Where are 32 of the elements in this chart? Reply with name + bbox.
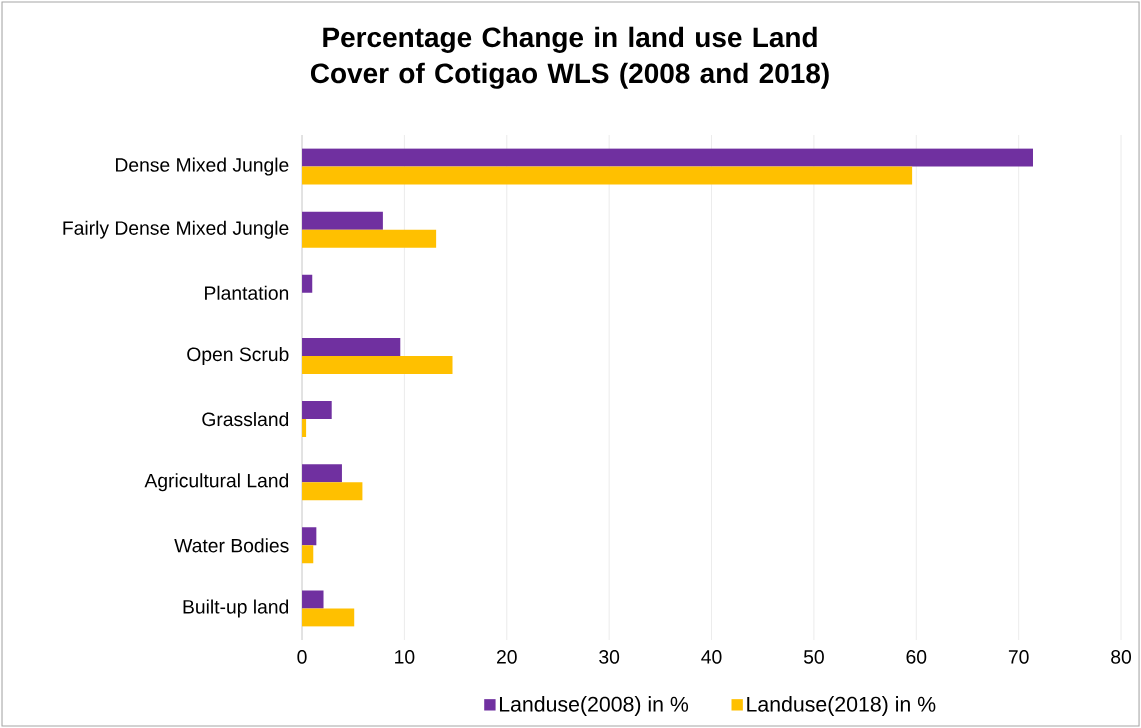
- bar: [302, 482, 363, 501]
- bar: [302, 148, 1033, 167]
- x-tick-label: 10: [395, 650, 415, 664]
- legend-label: Landuse(2008) in %: [499, 696, 689, 716]
- x-tick-label: 0: [297, 650, 307, 664]
- bar: [302, 527, 317, 546]
- y-tick-label: Grassland: [202, 411, 289, 427]
- y-tick-label: Dense Mixed Jungle: [116, 157, 289, 176]
- bar: [302, 608, 355, 627]
- bar: [302, 355, 453, 374]
- bar: [302, 166, 913, 185]
- x-tick-label: 40: [701, 650, 722, 664]
- y-tick-label: Open Scrub: [187, 346, 289, 365]
- bar: [302, 337, 401, 356]
- x-tick-label: 80: [1111, 650, 1132, 664]
- x-tick-label: 70: [1008, 650, 1029, 664]
- legend-label: Landuse(2018) in %: [747, 696, 936, 716]
- bar: [302, 590, 324, 609]
- bar: [302, 464, 342, 483]
- y-tick-label: Water Bodies: [174, 538, 289, 553]
- bar: [302, 211, 383, 230]
- x-tick-label: 50: [803, 650, 824, 664]
- chart-title: Percentage Change in land use Land Cover of Cotigao WLS (2008 and 2018): [310, 26, 829, 89]
- x-tick-label: 20: [497, 650, 517, 664]
- x-tick-label: 60: [906, 650, 927, 664]
- x-tick-label: 30: [599, 650, 620, 664]
- bar: [302, 229, 437, 248]
- y-tick-label: Plantation: [205, 285, 289, 300]
- bar: [302, 401, 332, 420]
- y-tick-label: Fairly Dense Mixed Jungle: [63, 220, 289, 239]
- y-tick-label: Built-up land: [183, 599, 289, 618]
- y-tick-label: Agricultural Land: [144, 473, 289, 492]
